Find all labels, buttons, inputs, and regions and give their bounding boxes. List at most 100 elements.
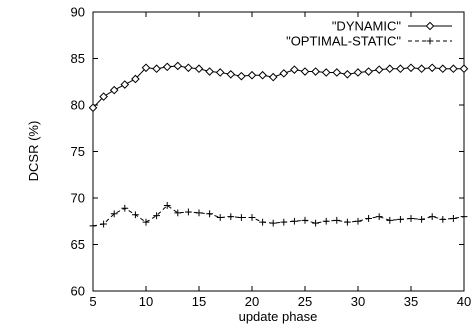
series-line (92, 65, 464, 109)
data-point (185, 208, 192, 216)
data-point (216, 214, 224, 221)
data-point (321, 68, 331, 77)
data-point (301, 216, 309, 224)
y-tick-label: 90 (71, 5, 85, 20)
data-point (153, 212, 160, 220)
plot-frame (92, 11, 465, 292)
x-tick-label: 15 (192, 294, 206, 309)
legend-label: "OPTIMAL-STATIC" (286, 34, 401, 49)
x-axis-label: update phase (239, 309, 318, 324)
y-tick-label: 70 (71, 191, 85, 206)
data-point (215, 68, 225, 77)
data-point (120, 80, 130, 89)
data-point (226, 70, 236, 79)
data-point (280, 218, 288, 226)
x-tick-label: 35 (404, 294, 418, 309)
data-point (100, 220, 107, 228)
legend-marker (425, 21, 435, 31)
data-point (407, 215, 415, 222)
data-point (406, 63, 416, 73)
data-point (259, 218, 266, 226)
data-point (364, 67, 373, 76)
data-point (438, 64, 448, 74)
data-point (268, 72, 278, 82)
x-tick-label: 40 (457, 294, 471, 309)
x-tick-label: 10 (139, 294, 153, 309)
x-tick-label: 5 (89, 294, 96, 309)
axis-ticks: 60 65 70 75 80 85 90 5 10 15 20 25 30 35 40 (71, 5, 472, 310)
data-point (88, 103, 98, 113)
data-point (269, 219, 277, 227)
series-layer (88, 61, 469, 230)
data-point (460, 213, 468, 220)
data-point (89, 222, 97, 230)
data-point (152, 64, 161, 74)
data-point (194, 64, 204, 74)
data-point (333, 216, 341, 224)
y-axis-label: DCSR (%) (26, 121, 41, 182)
data-point (248, 214, 256, 221)
data-point (205, 67, 214, 76)
series-line (92, 204, 465, 227)
data-point (291, 217, 298, 225)
data-point (99, 92, 108, 101)
data-point (374, 65, 384, 74)
data-point (141, 63, 151, 73)
y-tick-label: 65 (71, 237, 85, 252)
data-point (311, 67, 320, 76)
x-tick-label: 25 (298, 294, 312, 309)
data-point (195, 209, 203, 217)
data-point (449, 64, 458, 74)
data-point (279, 69, 289, 78)
data-point (238, 214, 245, 221)
data-point (162, 62, 172, 72)
data-point (396, 64, 405, 74)
legend-marker (426, 37, 434, 45)
data-point (109, 85, 119, 95)
data-point (344, 218, 351, 226)
data-point (131, 74, 140, 84)
data-point (450, 215, 457, 222)
data-point (227, 213, 235, 220)
data-point (237, 71, 246, 81)
y-tick-label: 60 (71, 284, 85, 299)
data-point (353, 68, 363, 77)
data-point (247, 70, 257, 80)
data-point (121, 204, 129, 212)
data-point (354, 217, 362, 225)
x-tick-label: 20 (245, 294, 259, 309)
series-dynamic (88, 61, 469, 113)
data-point (110, 210, 118, 218)
data-point (343, 70, 352, 79)
data-point (427, 63, 437, 73)
series-optimal-static (89, 202, 468, 230)
data-point (163, 202, 171, 209)
data-point (417, 64, 426, 74)
data-point (439, 215, 447, 223)
y-tick-label: 75 (71, 144, 85, 159)
data-point (290, 65, 299, 74)
data-point (365, 215, 372, 222)
legend-label: "DYNAMIC" (332, 19, 402, 34)
data-point (173, 61, 183, 71)
data-point (322, 217, 330, 225)
data-point (184, 63, 193, 73)
data-point (418, 215, 425, 223)
data-point (142, 218, 150, 226)
data-point (459, 64, 469, 74)
data-point (132, 211, 139, 219)
data-point (332, 68, 342, 77)
data-point (428, 213, 436, 220)
data-point (206, 210, 213, 218)
y-tick-label: 85 (71, 51, 85, 66)
data-point (375, 213, 383, 220)
data-point (397, 215, 404, 223)
data-point (385, 64, 395, 74)
data-point (386, 216, 394, 224)
y-tick-label: 80 (71, 98, 85, 113)
data-point (174, 209, 182, 217)
data-point (300, 67, 310, 76)
x-tick-label: 30 (351, 294, 365, 309)
data-point (258, 70, 267, 80)
